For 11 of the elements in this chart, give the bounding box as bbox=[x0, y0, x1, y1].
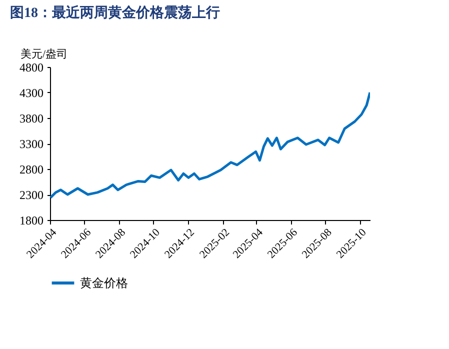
chart-title: 图18：最近两周黄金价格震荡上行 bbox=[10, 4, 220, 21]
legend-label: 黄金价格 bbox=[80, 276, 128, 290]
y-tick-label: 4300 bbox=[20, 86, 44, 100]
line-series bbox=[50, 91, 370, 199]
y-tick-label: 2300 bbox=[20, 188, 44, 202]
y-axis-title: 美元/盎司 bbox=[20, 48, 68, 60]
y-tick-label: 3300 bbox=[20, 137, 44, 151]
y-tick-label: 4800 bbox=[20, 60, 44, 74]
y-tick-label: 1800 bbox=[20, 214, 44, 228]
y-tick-label: 3800 bbox=[20, 112, 44, 126]
y-tick-label: 2800 bbox=[20, 162, 44, 176]
